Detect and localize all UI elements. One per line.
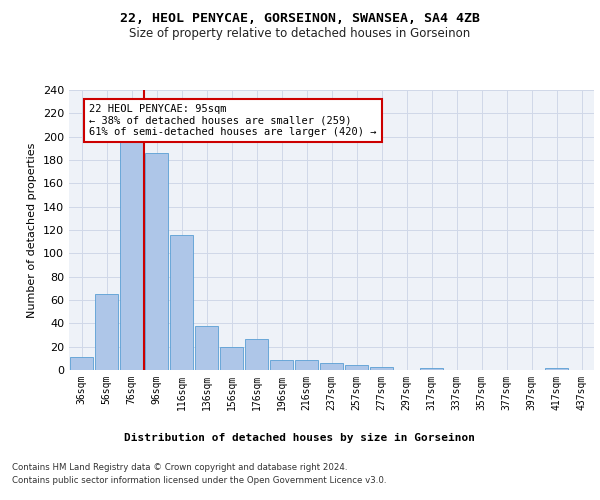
Bar xyxy=(95,294,118,370)
Bar xyxy=(370,366,393,370)
Text: Size of property relative to detached houses in Gorseinon: Size of property relative to detached ho… xyxy=(130,28,470,40)
Bar xyxy=(345,366,368,370)
Bar xyxy=(420,368,443,370)
Bar xyxy=(270,360,293,370)
Text: Distribution of detached houses by size in Gorseinon: Distribution of detached houses by size … xyxy=(125,432,476,442)
Y-axis label: Number of detached properties: Number of detached properties xyxy=(28,142,37,318)
Text: 22 HEOL PENYCAE: 95sqm
← 38% of detached houses are smaller (259)
61% of semi-de: 22 HEOL PENYCAE: 95sqm ← 38% of detached… xyxy=(89,104,377,137)
Bar xyxy=(195,326,218,370)
Text: Contains public sector information licensed under the Open Government Licence v3: Contains public sector information licen… xyxy=(12,476,386,485)
Bar xyxy=(70,357,93,370)
Bar xyxy=(220,346,243,370)
Bar xyxy=(245,338,268,370)
Bar xyxy=(120,136,143,370)
Bar xyxy=(295,360,318,370)
Bar xyxy=(320,363,343,370)
Text: 22, HEOL PENYCAE, GORSEINON, SWANSEA, SA4 4ZB: 22, HEOL PENYCAE, GORSEINON, SWANSEA, SA… xyxy=(120,12,480,26)
Bar xyxy=(545,368,568,370)
Bar xyxy=(145,153,168,370)
Bar xyxy=(170,234,193,370)
Text: Contains HM Land Registry data © Crown copyright and database right 2024.: Contains HM Land Registry data © Crown c… xyxy=(12,462,347,471)
